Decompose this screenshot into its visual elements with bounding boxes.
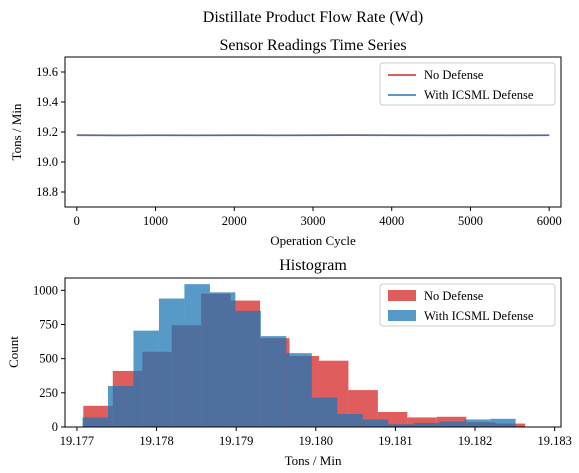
hist-bar-with-defense [235, 311, 260, 427]
hist-ytick-label: 500 [39, 352, 58, 366]
hist-xtick-label: 19.180 [299, 434, 333, 448]
line-legend-label-no-defense: No Defense [424, 68, 484, 82]
hist-bar-with-defense [337, 414, 362, 427]
line-legend-label-with-defense: With ICSML Defense [424, 88, 534, 102]
hist-ytick-label: 750 [39, 317, 58, 331]
line-ytick-label: 18.8 [36, 185, 58, 199]
line-xtick-label: 1000 [143, 214, 168, 228]
line-ytick-label: 19.4 [36, 95, 59, 109]
line-chart-title: Sensor Readings Time Series [219, 37, 406, 54]
hist-bar-with-defense [133, 331, 158, 427]
hist-xtick-label: 19.178 [139, 434, 173, 448]
histogram-panel: Histogram 19.177 19.178 19.179 19.180 19.181… [6, 257, 572, 468]
figure-suptitle: Distillate Product Flow Rate (Wd) [203, 9, 423, 26]
hist-bar-with-defense [261, 336, 286, 427]
hist-bar-with-defense [184, 284, 209, 427]
hist-bar-with-defense [108, 386, 133, 427]
line-xtick-label: 4000 [379, 214, 404, 228]
histogram-ylabel: Count [6, 336, 21, 368]
histogram-title: Histogram [279, 257, 347, 274]
histogram-xlabel: Tons / Min [285, 453, 342, 468]
hist-xtick-label: 19.177 [60, 434, 94, 448]
hist-xtick-label: 19.181 [378, 434, 412, 448]
histogram-legend-swatch-with-defense [388, 310, 416, 321]
hist-bar-with-defense [414, 423, 439, 427]
hist-bar-with-defense [439, 422, 464, 427]
line-chart-legend: No Defense With ICSML Defense [380, 63, 555, 105]
hist-bar-with-defense [490, 419, 515, 427]
hist-xtick-label: 19.179 [219, 434, 253, 448]
line-chart-panel: Sensor Readings Time Series 0 1000 2000 300… [9, 37, 562, 248]
line-ytick-label: 19.6 [36, 65, 58, 79]
histogram-legend-label-with-defense: With ICSML Defense [424, 309, 534, 323]
hist-bar-with-defense [363, 419, 388, 427]
hist-xtick-label: 19.183 [537, 434, 571, 448]
line-xtick-label: 0 [74, 214, 80, 228]
hist-bar-with-defense [312, 398, 337, 427]
line-ytick-label: 19.2 [36, 125, 58, 139]
line-xtick-label: 3000 [301, 214, 326, 228]
line-xtick-label: 2000 [222, 214, 247, 228]
hist-ytick-label: 250 [39, 386, 58, 400]
line-xtick-label: 6000 [537, 214, 562, 228]
histogram-legend-swatch-no-defense [388, 290, 416, 301]
hist-ytick-label: 0 [52, 420, 58, 434]
hist-bar-with-defense [286, 353, 311, 427]
hist-bar-with-defense [159, 299, 184, 428]
line-chart-xlabel: Operation Cycle [270, 233, 356, 248]
histogram-legend: No Defense With ICSML Defense [380, 284, 555, 326]
hist-ytick-label: 1000 [33, 283, 58, 297]
line-ytick-label: 19.0 [36, 155, 58, 169]
histogram-legend-label-no-defense: No Defense [424, 289, 484, 303]
line-xtick-label: 5000 [458, 214, 483, 228]
hist-bar-with-defense [83, 417, 108, 427]
line-chart-ylabel: Tons / Min [9, 103, 24, 160]
hist-xtick-label: 19.182 [458, 434, 492, 448]
hist-bar-with-defense [210, 292, 235, 427]
hist-bar-with-defense [465, 419, 490, 427]
